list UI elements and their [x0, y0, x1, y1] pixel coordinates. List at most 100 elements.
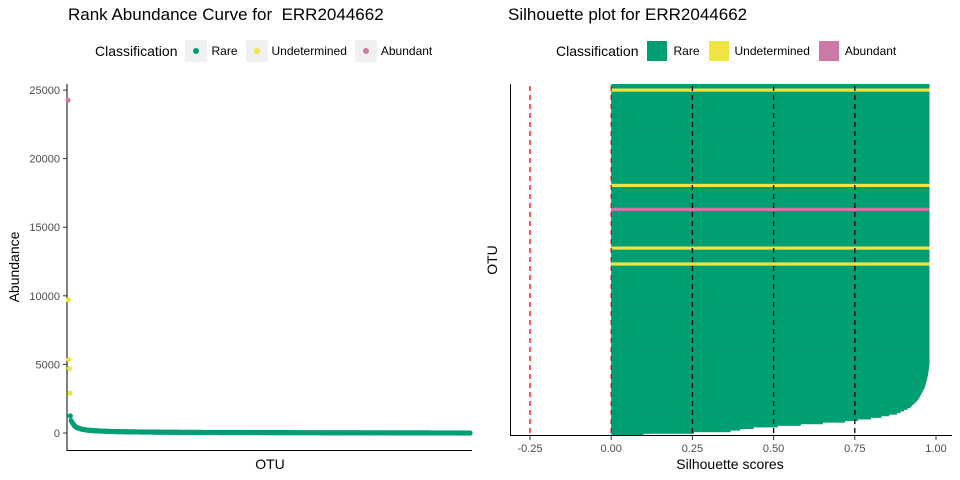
silhouette-bar — [611, 170, 930, 173]
silhouette-bar — [611, 385, 925, 388]
silhouette-bar — [611, 194, 930, 197]
silhouette-bar — [611, 404, 913, 407]
legend-label-abundant: Abundant — [844, 44, 897, 58]
x-tick-label: 0.00 — [600, 443, 621, 455]
data-point-abundant — [65, 97, 71, 103]
silhouette-bar — [611, 307, 930, 310]
silhouette-bar — [611, 374, 928, 377]
silhouette-bar — [611, 238, 930, 241]
legend-item-undetermined: Undetermined — [707, 40, 810, 62]
silhouette-bar — [611, 423, 801, 426]
silhouette-bar — [611, 329, 930, 332]
silhouette-bar — [611, 401, 916, 404]
silhouette-bar — [611, 151, 930, 154]
silhouette-bar — [611, 106, 930, 109]
silhouette-bar — [611, 428, 741, 431]
silhouette-bar — [611, 256, 930, 259]
silhouette-bar — [611, 154, 930, 157]
highlight-bars — [611, 88, 930, 266]
silhouette-bar — [611, 222, 930, 225]
y-ticks: 0 5000 10000 15000 20000 25000 — [29, 85, 67, 440]
silhouette-bar — [611, 101, 930, 104]
silhouette-bar — [611, 302, 930, 305]
silhouette-bar — [611, 398, 919, 401]
legend-label-rare: Rare — [211, 44, 238, 58]
silhouette-bar — [611, 203, 930, 206]
silhouette-bar — [611, 387, 925, 390]
x-tick-label: 0.75 — [844, 443, 865, 455]
silhouette-bar — [611, 257, 930, 260]
silhouette-bar — [611, 165, 930, 168]
silhouette-bar — [611, 198, 930, 201]
silhouette-bar — [611, 176, 930, 179]
silhouette-bar — [611, 320, 930, 323]
legend-label-undetermined: Undetermined — [734, 44, 810, 58]
silhouette-bar — [611, 91, 930, 94]
silhouette-bar — [611, 273, 930, 276]
silhouette-bar — [611, 293, 930, 295]
silhouette-bar — [611, 186, 930, 189]
silhouette-bar — [611, 267, 930, 270]
silhouette-bar-abundant — [611, 207, 930, 211]
silhouette-bar — [611, 125, 930, 128]
silhouette-bar — [611, 162, 930, 165]
silhouette-bar — [611, 344, 930, 347]
silhouette-bar — [611, 272, 930, 275]
silhouette-bar — [611, 139, 930, 142]
silhouette-bar — [611, 120, 930, 123]
legend-key-undetermined — [707, 40, 730, 62]
silhouette-bar — [611, 237, 930, 240]
silhouette-bar — [611, 211, 930, 214]
silhouette-bars — [611, 84, 930, 436]
silhouette-bar — [611, 224, 930, 227]
silhouette-bar — [611, 229, 930, 232]
silhouette-bar — [611, 104, 930, 107]
silhouette-bar — [611, 348, 930, 351]
legend-item-abundant: Abundant — [354, 40, 433, 62]
silhouette-bar — [611, 367, 929, 370]
silhouette-bar — [611, 253, 930, 256]
silhouette-bar — [611, 109, 930, 112]
silhouette-bar — [611, 340, 930, 343]
silhouette-bar — [611, 355, 930, 358]
silhouette-bar-undetermined — [611, 183, 930, 188]
silhouette-bar-undetermined — [611, 246, 930, 250]
silhouette-bar — [611, 112, 930, 115]
silhouette-bar — [611, 122, 930, 125]
silhouette-bar — [611, 363, 930, 366]
data-point-undetermined — [66, 365, 72, 372]
silhouette-bar — [611, 155, 930, 158]
silhouette-bar — [611, 249, 930, 252]
silhouette-bar — [611, 412, 898, 415]
x-tick-label: 0.50 — [763, 443, 784, 455]
x-tick-label: -0.25 — [517, 443, 542, 455]
silhouette-bar — [611, 93, 930, 96]
legend-key-abundant — [354, 40, 377, 62]
silhouette-panel: Silhouette plot for ERR2044662 Classific… — [480, 0, 960, 480]
silhouette-bar — [611, 285, 930, 288]
legend-label-abundant: Abundant — [380, 44, 433, 58]
silhouette-bar — [611, 166, 930, 169]
silhouette-bar — [611, 190, 930, 193]
silhouette-bar — [611, 379, 927, 382]
chart-title: Silhouette plot for ERR2044662 — [508, 5, 748, 24]
y-tick-label: 25000 — [29, 85, 60, 97]
legend-key-abundant — [817, 40, 840, 62]
silhouette-bar — [611, 178, 930, 181]
silhouette-bar — [611, 323, 930, 326]
silhouette-bar — [611, 259, 930, 262]
silhouette-bar — [611, 422, 823, 425]
silhouette-bar-undetermined — [611, 262, 930, 266]
silhouette-bar — [611, 160, 930, 163]
silhouette-bar — [611, 291, 930, 294]
silhouette-bar — [611, 407, 908, 410]
silhouette-bar — [611, 133, 930, 136]
silhouette-bar — [611, 337, 930, 340]
x-axis-label: OTU — [255, 456, 285, 472]
silhouette-bar — [611, 377, 928, 380]
silhouette-bar — [611, 84, 930, 86]
silhouette-bar — [611, 312, 930, 315]
silhouette-bar — [611, 299, 930, 302]
silhouette-bar — [611, 87, 930, 90]
silhouette-bar — [611, 364, 930, 367]
